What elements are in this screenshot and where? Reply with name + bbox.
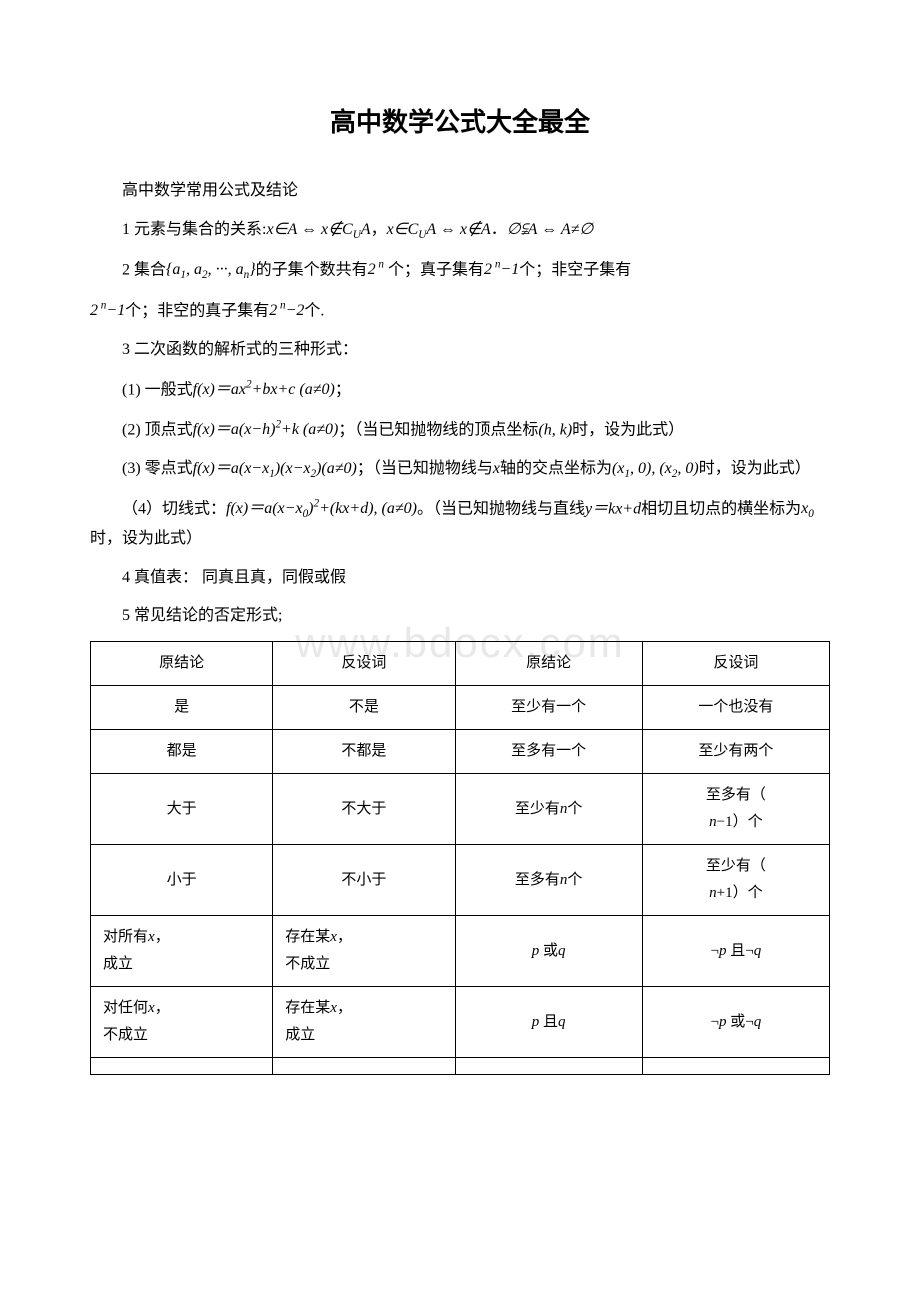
table-cell: 至多有（n−1）个 (642, 774, 829, 845)
table-cell: ¬p 或¬q (642, 987, 829, 1058)
item-2: 2 集合{a1, a2, ···, an}的子集个数共有2 n 个；真子集有2 … (90, 255, 830, 286)
table-cell: 一个也没有 (642, 686, 829, 730)
item2-exp4: 2 n−2 (269, 302, 304, 319)
item1-math1: x∈A ⇔ x∉CUA (266, 221, 370, 238)
table-cell: p 或q (455, 916, 642, 987)
item2-mid3: 个；非空子集有 (519, 261, 631, 278)
table-cell: 对任何x，不成立 (91, 987, 273, 1058)
item3-3-end: 时，设为此式） (699, 460, 811, 477)
table-cell (455, 1058, 642, 1075)
item3-4-mid2: 相切且切点的横坐标为 (641, 500, 801, 517)
item3-3-pts: (x1, 0), (x2, 0) (612, 460, 699, 477)
item2-exp2: 2 n−1 (484, 261, 519, 278)
table-cell (91, 1058, 273, 1075)
table-cell: 都是 (91, 730, 273, 774)
item3-2-math: f(x)＝a(x−h)2+k (a≠0) (193, 421, 339, 438)
item3-2-mid: ；（当已知抛物线的顶点坐标 (338, 421, 538, 438)
item3-4-math: f(x)＝a(x−x0)2+(kx+d), (a≠0) (226, 500, 417, 517)
table-cell (642, 1058, 829, 1075)
item3-3-x: x (493, 460, 500, 477)
table-cell: 存在某x，成立 (273, 987, 455, 1058)
item3-3-label: (3) 零点式 (122, 460, 193, 477)
item3-4-line: y＝kx+d (585, 500, 641, 517)
item3-4-label: （4）切线式： (122, 500, 226, 517)
item3-1-label: (1) 一般式 (122, 381, 193, 398)
item3-2-hk: (h, k) (538, 421, 572, 438)
item2-exp1: 2 n (368, 261, 384, 278)
negation-table: 原结论反设词原结论反设词是不是至少有一个一个也没有都是不都是至多有一个至少有两个… (90, 641, 830, 1075)
table-cell: 小于 (91, 845, 273, 916)
table-cell: 不小于 (273, 845, 455, 916)
item-2-cont: 2 n−1个；非空的真子集有2 n−2个. (90, 296, 830, 326)
item2-mid1: 的子集个数共有 (256, 261, 368, 278)
item-3-4: （4）切线式：f(x)＝a(x−x0)2+(kx+d), (a≠0)。（当已知抛… (90, 494, 830, 553)
table-cell: 不是 (273, 686, 455, 730)
item-5: 5 常见结论的否定形式; (90, 602, 830, 631)
subtitle: 高中数学常用公式及结论 (90, 177, 830, 206)
table-cell: 至少有（n+1）个 (642, 845, 829, 916)
item-4: 4 真值表： 同真且真，同假或假 (90, 564, 830, 593)
item2-prefix: 2 集合 (122, 261, 166, 278)
item2-mid4: 个；非空的真子集有 (125, 302, 269, 319)
item1-math3: ∅⫋A ⇔ A≠∅ (507, 221, 594, 238)
table-cell: 至多有一个 (455, 730, 642, 774)
item-3-3: (3) 零点式f(x)＝a(x−x1)(x−x2)(a≠0)；（当已知抛物线与x… (90, 455, 830, 484)
item3-2-label: (2) 顶点式 (122, 421, 193, 438)
table-cell (273, 1058, 455, 1075)
item2-set: {a1, a2, ···, an} (166, 261, 256, 278)
table-cell: 不大于 (273, 774, 455, 845)
item-3-1: (1) 一般式f(x)＝ax2+bx+c (a≠0)； (90, 375, 830, 405)
table-header: 原结论 (455, 642, 642, 686)
table-cell: 大于 (91, 774, 273, 845)
item3-3-math: f(x)＝a(x−x1)(x−x2)(a≠0) (193, 460, 357, 477)
item2-exp3: 2 n−1 (90, 302, 125, 319)
table-header: 反设词 (273, 642, 455, 686)
item1-period: ． (491, 221, 507, 238)
table-header: 反设词 (642, 642, 829, 686)
table-cell: 至少有一个 (455, 686, 642, 730)
page-title: 高中数学公式大全最全 (90, 100, 830, 147)
table-cell: 不都是 (273, 730, 455, 774)
item3-4-x0: x0 (801, 500, 814, 517)
item3-4-end: 时，设为此式） (90, 530, 202, 547)
item3-1-math: f(x)＝ax2+bx+c (a≠0) (193, 381, 335, 398)
table-header: 原结论 (91, 642, 273, 686)
table-cell: p 且q (455, 987, 642, 1058)
table-cell: 至多有n个 (455, 845, 642, 916)
item3-2-end: 时，设为此式） (572, 421, 684, 438)
item-3: 3 二次函数的解析式的三种形式： (90, 336, 830, 365)
item1-comma: ， (371, 221, 387, 238)
item1-prefix: 1 元素与集合的关系: (122, 221, 266, 238)
table-cell: 对所有x，成立 (91, 916, 273, 987)
item-3-2: (2) 顶点式f(x)＝a(x−h)2+k (a≠0)；（当已知抛物线的顶点坐标… (90, 415, 830, 445)
item1-math2: x∈CUA ⇔ x∉A (387, 221, 491, 238)
item2-mid5: 个. (304, 302, 324, 319)
item3-1-end: ； (335, 381, 351, 398)
item-1: 1 元素与集合的关系:x∈A ⇔ x∉CUA，x∈CUA ⇔ x∉A．∅⫋A ⇔… (90, 216, 830, 245)
table-cell: 是 (91, 686, 273, 730)
table-cell: 至少有n个 (455, 774, 642, 845)
item3-3-mid: ；（当已知抛物线与 (357, 460, 493, 477)
table-cell: 存在某x，不成立 (273, 916, 455, 987)
item3-3-mid2: 轴的交点坐标为 (500, 460, 612, 477)
item3-4-mid: 。（当已知抛物线与直线 (417, 500, 585, 517)
table-cell: ¬p 且¬q (642, 916, 829, 987)
item2-mid2: 个；真子集有 (384, 261, 484, 278)
table-cell: 至少有两个 (642, 730, 829, 774)
